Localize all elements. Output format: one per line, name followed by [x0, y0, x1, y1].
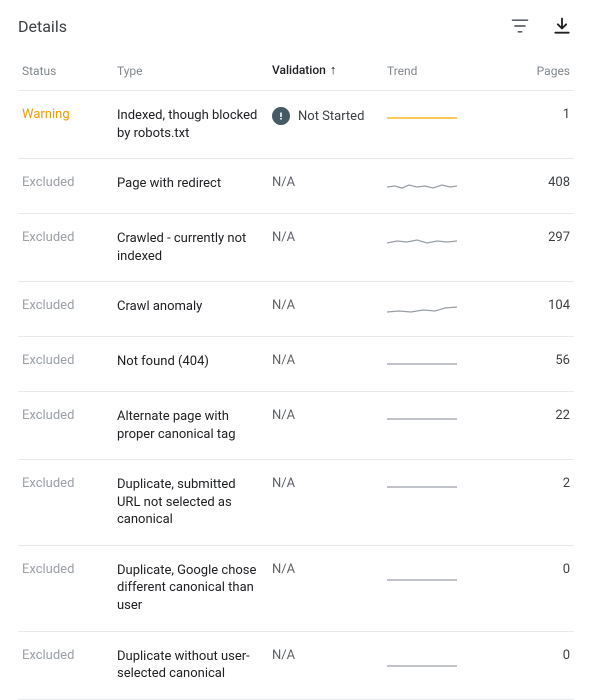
type-cell: Alternate page with proper canonical tag	[113, 392, 268, 460]
trend-cell	[383, 460, 468, 546]
alert-icon	[272, 107, 290, 125]
trend-cell	[383, 282, 468, 337]
status-cell: Excluded	[18, 631, 113, 699]
type-cell: Indexed, though blocked by robots.txt	[113, 91, 268, 159]
table-row[interactable]: ExcludedCrawl anomalyN/A 104	[18, 282, 574, 337]
trend-sparkline	[387, 107, 457, 129]
validation-cell: N/A	[268, 631, 383, 699]
type-cell: Crawled - currently not indexed	[113, 214, 268, 282]
status-cell: Excluded	[18, 337, 113, 392]
col-header-pages[interactable]: Pages	[468, 44, 574, 91]
type-cell: Duplicate, Google chose different canoni…	[113, 545, 268, 631]
table-row[interactable]: ExcludedDuplicate, Google chose differen…	[18, 545, 574, 631]
trend-cell	[383, 91, 468, 159]
trend-sparkline	[387, 648, 457, 670]
table-row[interactable]: ExcludedDuplicate, submitted URL not sel…	[18, 460, 574, 546]
type-cell: Page with redirect	[113, 159, 268, 214]
sort-arrow-up-icon: ↑	[330, 63, 337, 78]
pages-cell: 104	[468, 282, 574, 337]
trend-sparkline	[387, 298, 457, 320]
validation-cell: N/A	[268, 214, 383, 282]
validation-label: Not Started	[298, 109, 364, 124]
status-cell: Excluded	[18, 392, 113, 460]
pages-cell: 0	[468, 545, 574, 631]
col-header-trend[interactable]: Trend	[383, 44, 468, 91]
status-cell: Warning	[18, 91, 113, 159]
details-header: Details	[18, 14, 574, 38]
trend-sparkline	[387, 476, 457, 498]
trend-cell	[383, 392, 468, 460]
trend-cell	[383, 337, 468, 392]
download-icon[interactable]	[550, 14, 574, 38]
trend-cell	[383, 214, 468, 282]
trend-sparkline	[387, 175, 457, 197]
details-table: Status Type Validation ↑ Trend Pages Warn…	[18, 44, 574, 700]
pages-cell: 0	[468, 631, 574, 699]
type-cell: Not found (404)	[113, 337, 268, 392]
col-header-type[interactable]: Type	[113, 44, 268, 91]
table-row[interactable]: WarningIndexed, though blocked by robots…	[18, 91, 574, 159]
pages-cell: 1	[468, 91, 574, 159]
status-cell: Excluded	[18, 460, 113, 546]
col-header-validation[interactable]: Validation ↑	[268, 44, 383, 91]
filter-icon[interactable]	[508, 14, 532, 38]
type-cell: Duplicate without user-selected canonica…	[113, 631, 268, 699]
trend-cell	[383, 631, 468, 699]
table-row[interactable]: ExcludedDuplicate without user-selected …	[18, 631, 574, 699]
table-row[interactable]: ExcludedPage with redirectN/A 408	[18, 159, 574, 214]
pages-cell: 297	[468, 214, 574, 282]
trend-sparkline	[387, 353, 457, 375]
status-cell: Excluded	[18, 214, 113, 282]
validation-not-started-badge: Not Started	[272, 107, 364, 125]
pages-cell: 2	[468, 460, 574, 546]
validation-cell: N/A	[268, 545, 383, 631]
table-row[interactable]: ExcludedCrawled - currently not indexedN…	[18, 214, 574, 282]
col-header-validation-label: Validation	[272, 63, 326, 77]
page-title: Details	[18, 17, 67, 36]
pages-cell: 56	[468, 337, 574, 392]
type-cell: Duplicate, submitted URL not selected as…	[113, 460, 268, 546]
table-row[interactable]: ExcludedNot found (404)N/A 56	[18, 337, 574, 392]
pages-cell: 408	[468, 159, 574, 214]
validation-cell: N/A	[268, 337, 383, 392]
pages-cell: 22	[468, 392, 574, 460]
validation-cell: N/A	[268, 282, 383, 337]
validation-cell: N/A	[268, 460, 383, 546]
table-row[interactable]: ExcludedAlternate page with proper canon…	[18, 392, 574, 460]
validation-cell: N/A	[268, 159, 383, 214]
trend-cell	[383, 545, 468, 631]
trend-sparkline	[387, 408, 457, 430]
status-cell: Excluded	[18, 282, 113, 337]
validation-cell: N/A	[268, 392, 383, 460]
status-cell: Excluded	[18, 545, 113, 631]
status-cell: Excluded	[18, 159, 113, 214]
trend-sparkline	[387, 230, 457, 252]
col-header-status[interactable]: Status	[18, 44, 113, 91]
trend-sparkline	[387, 562, 457, 584]
validation-cell: Not Started	[268, 91, 383, 159]
trend-cell	[383, 159, 468, 214]
type-cell: Crawl anomaly	[113, 282, 268, 337]
